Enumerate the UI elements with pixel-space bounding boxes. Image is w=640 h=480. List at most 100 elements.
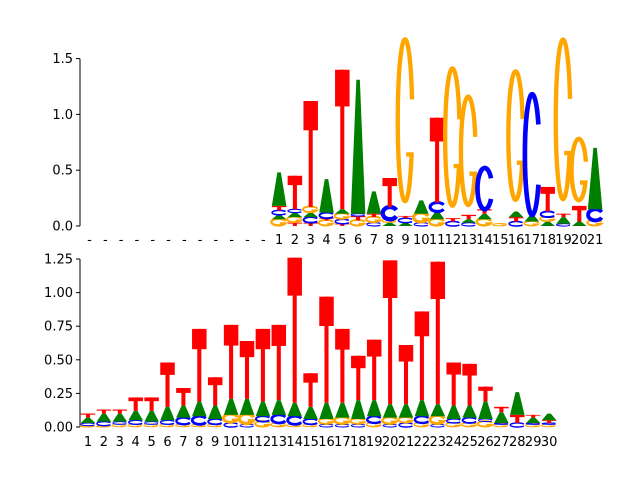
letter-T (510, 414, 525, 423)
y-tick-label: 0.5 (52, 164, 73, 179)
letter-T (255, 328, 271, 402)
letter-T (287, 222, 303, 226)
position-6 (159, 362, 175, 428)
letter-A (223, 398, 239, 415)
letter-C (525, 422, 540, 425)
position-15 (302, 373, 318, 428)
x-tick-label: 6 (163, 435, 171, 450)
letter-A (510, 392, 525, 415)
letter-A (398, 404, 414, 418)
position-22 (413, 311, 431, 428)
position-16 (317, 179, 336, 227)
letter-G (270, 217, 289, 227)
x-tick-label: 5 (147, 435, 155, 450)
x-tick-label: 6 (354, 233, 362, 248)
letter-T (366, 339, 382, 401)
letter-A (207, 405, 223, 419)
letter-T (207, 377, 223, 406)
letter-T (382, 260, 398, 405)
letter-A (587, 147, 603, 210)
letter-G (221, 412, 241, 424)
x-tick-label: 8 (386, 233, 394, 248)
letter-A (287, 402, 302, 417)
x-tick-label: 24 (445, 435, 462, 450)
letter-A (446, 405, 461, 419)
letter-C (144, 421, 159, 425)
letter-A (414, 400, 430, 417)
letter-T (287, 175, 303, 210)
x-tick-label: 1 (275, 233, 283, 248)
position-27 (492, 223, 508, 227)
x-tick-label: 29 (525, 435, 542, 450)
letter-A (287, 212, 303, 218)
x-tick-label: 16 (508, 233, 525, 248)
letter-C (366, 415, 382, 425)
letter-G (286, 215, 304, 224)
letter-T (382, 178, 397, 208)
letter-G (442, 66, 462, 208)
position-26 (475, 165, 494, 227)
letter-A (319, 402, 334, 419)
letter-A (192, 401, 207, 417)
letter-A (255, 401, 271, 417)
x-tick-label: 19 (366, 435, 383, 450)
letter-T (494, 406, 509, 413)
letter-A (319, 179, 334, 213)
letter-A (494, 412, 509, 423)
position-21 (395, 37, 415, 226)
letter-C (380, 204, 398, 222)
x-tick-label: 16 (318, 435, 335, 450)
position-30 (540, 413, 557, 428)
letter-T (239, 341, 255, 399)
letter-C (271, 209, 286, 216)
x-tick-label: - (119, 233, 124, 248)
position-27 (493, 406, 509, 428)
letter-T (128, 397, 143, 411)
letter-G (237, 412, 257, 426)
letter-C (302, 418, 318, 426)
x-tick-label: 19 (555, 233, 572, 248)
letter-C (270, 413, 287, 425)
position-1 (79, 413, 96, 428)
position-20 (380, 178, 398, 226)
x-tick-label: 28 (509, 435, 526, 450)
letter-G (317, 218, 336, 227)
position-32 (569, 136, 588, 226)
position-17 (333, 328, 352, 428)
letter-G (553, 37, 573, 202)
y-tick-label: 1.0 (52, 108, 73, 123)
position-16 (317, 296, 336, 428)
x-tick-label: 10 (223, 435, 240, 450)
letter-C (413, 415, 430, 425)
letter-A (271, 400, 287, 415)
letter-T (335, 328, 350, 403)
letter-T (96, 409, 112, 414)
letter-G (475, 217, 494, 227)
letter-A (96, 413, 112, 422)
letter-A (128, 410, 143, 421)
x-tick-label: 3 (116, 435, 124, 450)
x-tick-label: 21 (587, 233, 604, 248)
letter-G (302, 205, 320, 214)
x-tick-label: - (229, 233, 234, 248)
letter-C (334, 218, 350, 225)
position-14 (286, 175, 304, 226)
letter-C (445, 220, 460, 227)
position-29 (522, 91, 541, 227)
y-tick-label: 1.00 (44, 286, 73, 301)
x-tick-label: 13 (271, 435, 288, 450)
position-19 (365, 339, 383, 428)
letter-G (349, 417, 368, 425)
position-11 (237, 341, 257, 428)
letter-C (397, 217, 413, 224)
letter-A (80, 417, 96, 423)
letter-T (508, 217, 524, 222)
x-tick-label: 8 (195, 435, 203, 450)
letter-C (522, 91, 541, 218)
position-21 (397, 345, 415, 428)
letter-A (508, 211, 524, 218)
letter-A (176, 405, 191, 418)
letter-A (366, 191, 382, 214)
x-tick-label: 14 (476, 233, 493, 248)
